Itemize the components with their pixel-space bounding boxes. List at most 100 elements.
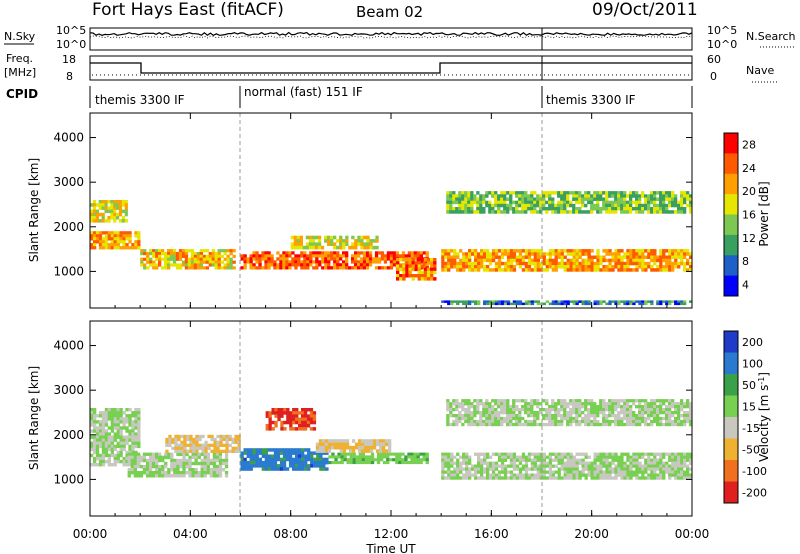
noise-left-tick-high: 10^5 xyxy=(56,24,86,37)
velocity-y-ticks: 1000 2000 3000 4000 xyxy=(53,339,692,486)
power-y-tick-label-3: 4000 xyxy=(53,131,84,145)
power-band-0 xyxy=(90,231,141,250)
noise-left-tick-low: 10^0 xyxy=(56,38,86,51)
noise-panel: N.Sky 10^5 10^0 10^5 10^0 N.Search xyxy=(4,24,796,51)
velocity-band-5 xyxy=(315,439,392,453)
velocity-colorbar-tick-0: 200 xyxy=(742,336,763,349)
velocity-colorbar-cell-6 xyxy=(724,460,738,482)
beam-title: Beam 02 xyxy=(356,3,423,21)
power-colorbar-cell-2 xyxy=(724,173,738,195)
power-panel: 1000 2000 3000 4000 Slant Range [km] xyxy=(27,112,693,309)
freq-label-2: [MHz] xyxy=(4,66,36,79)
power-colorbar-tick-4: 12 xyxy=(742,232,756,245)
power-colorbar-cell-3 xyxy=(724,194,738,215)
nsky-label: N.Sky xyxy=(4,30,36,43)
time-tick-label-6: 00:00 xyxy=(675,527,710,541)
velocity-band-2 xyxy=(165,434,241,453)
velocity-colorbar: 200 100 50 15 -15 -50 -100 -200 Velocity [m s-1… xyxy=(723,330,771,504)
power-y-ticks: 1000 2000 3000 4000 xyxy=(53,131,692,278)
time-tick-label-5: 20:00 xyxy=(574,527,609,541)
velocity-band-4 xyxy=(328,452,429,465)
power-band-1 xyxy=(90,200,128,223)
power-colorbar-cell-4 xyxy=(724,214,738,236)
velocity-band-7 xyxy=(446,399,693,427)
velocity-band-1 xyxy=(127,452,229,478)
time-tick-label-2: 08:00 xyxy=(273,527,308,541)
velocity-colorbar-cell-3 xyxy=(724,395,738,418)
power-band-2 xyxy=(140,249,236,270)
power-band-6 xyxy=(441,249,693,272)
power-colorbar-tick-6: 4 xyxy=(742,278,749,291)
time-tick-label-4: 16:00 xyxy=(474,527,509,541)
velocity-colorbar-tick-1: 100 xyxy=(742,357,763,370)
velocity-colorbar-cell-2 xyxy=(724,374,738,396)
station-title: Fort Hays East (fitACF) xyxy=(92,0,284,20)
noise-trace xyxy=(89,31,693,37)
velocity-y-tick-label-2: 3000 xyxy=(53,383,84,397)
noise-right-tick-low: 10^0 xyxy=(707,38,737,51)
velocity-colorbar-cell-4 xyxy=(724,417,738,439)
freq-panel: Freq. [MHz] 18 8 60 0 Nave xyxy=(4,52,778,83)
freq-left-tick-low: 8 xyxy=(66,70,73,83)
power-colorbar-tick-1: 24 xyxy=(742,162,756,175)
cpid-panel: CPID themis 3300 IF normal (fast) 151 IF… xyxy=(6,85,693,108)
power-y-axis-label: Slant Range [km] xyxy=(27,158,41,262)
power-y-tick-label-0: 1000 xyxy=(53,264,84,278)
cpid-segment-3: themis 3300 IF xyxy=(546,93,636,107)
nsearch-label: N.Search xyxy=(746,30,796,43)
power-colorbar-label: Power [dB] xyxy=(757,181,771,246)
velocity-y-axis-label: Slant Range [km] xyxy=(27,366,41,470)
power-data-layer xyxy=(90,191,693,306)
velocity-band-8 xyxy=(265,408,317,431)
power-band-8 xyxy=(441,300,693,306)
velocity-band-3 xyxy=(240,448,329,471)
nave-right-tick-low: 0 xyxy=(710,70,717,83)
time-tick-label-3: 12:00 xyxy=(374,527,409,541)
velocity-colorbar-cell-7 xyxy=(724,481,738,504)
velocity-y-tick-label-3: 4000 xyxy=(53,339,84,353)
nave-right-tick-high: 60 xyxy=(707,53,721,66)
power-band-5 xyxy=(396,258,437,281)
velocity-colorbar-cell-1 xyxy=(724,352,738,375)
time-axis-label: Time UT xyxy=(365,542,416,554)
velocity-colorbar-tick-6: -100 xyxy=(742,465,767,478)
velocity-colorbar-cell-0 xyxy=(724,331,738,353)
velocity-y-tick-label-1: 2000 xyxy=(53,428,84,442)
velocity-colorbar-label: Velocity [m s-1] xyxy=(757,372,771,462)
power-colorbar-tick-5: 8 xyxy=(742,255,749,268)
time-axis: 00:00 04:00 08:00 12:00 16:00 20:00 00:00 xyxy=(73,113,710,541)
velocity-colorbar-tick-3: 15 xyxy=(742,400,756,413)
cpid-label: CPID xyxy=(6,87,38,101)
date-title: 09/Oct/2011 xyxy=(592,0,698,20)
freq-left-tick-high: 18 xyxy=(62,53,76,66)
power-colorbar-tick-0: 28 xyxy=(742,139,756,152)
nave-label: Nave xyxy=(746,64,774,77)
cpid-segment-2: normal (fast) 151 IF xyxy=(244,85,363,99)
power-colorbar-cell-1 xyxy=(724,153,738,175)
time-tick-label-1: 04:00 xyxy=(173,527,208,541)
freq-label-1: Freq. xyxy=(6,52,33,65)
velocity-y-tick-label-0: 1000 xyxy=(53,472,84,486)
power-band-4 xyxy=(290,235,379,250)
power-y-tick-label-1: 2000 xyxy=(53,220,84,234)
time-tick-label-0: 00:00 xyxy=(73,527,108,541)
velocity-panel: 1000 2000 3000 4000 Slant Range [km] xyxy=(27,320,693,517)
noise-search-trace xyxy=(89,35,693,39)
velocity-colorbar-tick-2: 50 xyxy=(742,379,756,392)
power-colorbar-cell-0 xyxy=(724,133,738,154)
noise-right-tick-high: 10^5 xyxy=(707,24,737,37)
velocity-colorbar-tick-5: -50 xyxy=(742,443,760,456)
power-band-7 xyxy=(446,191,693,214)
power-colorbar-cell-5 xyxy=(724,234,738,256)
power-colorbar-tick-2: 20 xyxy=(742,185,756,198)
power-y-tick-label-2: 3000 xyxy=(53,175,84,189)
freq-trace xyxy=(90,62,692,74)
velocity-colorbar-cell-5 xyxy=(724,438,738,461)
velocity-colorbar-tick-4: -15 xyxy=(742,422,760,435)
power-colorbar-cell-7 xyxy=(724,275,738,297)
velocity-data-layer xyxy=(90,399,693,480)
power-colorbar-tick-3: 16 xyxy=(742,209,756,222)
power-colorbar-cell-6 xyxy=(724,255,738,276)
velocity-band-6 xyxy=(441,452,693,480)
